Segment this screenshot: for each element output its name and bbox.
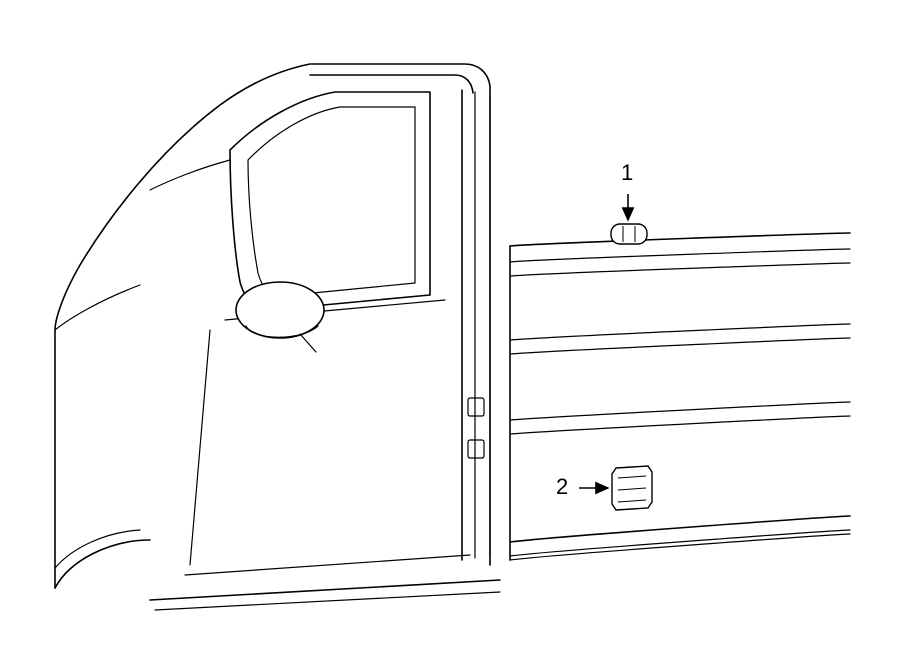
callout-2-label: 2 bbox=[556, 474, 568, 500]
callout-1-label: 1 bbox=[621, 160, 633, 186]
diagram-stage: 1 2 bbox=[0, 0, 900, 661]
truck-line-drawing bbox=[0, 0, 900, 661]
side-mirror bbox=[236, 282, 324, 352]
lower-body-bracket bbox=[612, 466, 652, 510]
upper-bed-rail-clip bbox=[611, 224, 647, 244]
bed-outline bbox=[510, 233, 850, 560]
cab-outline bbox=[55, 64, 500, 610]
